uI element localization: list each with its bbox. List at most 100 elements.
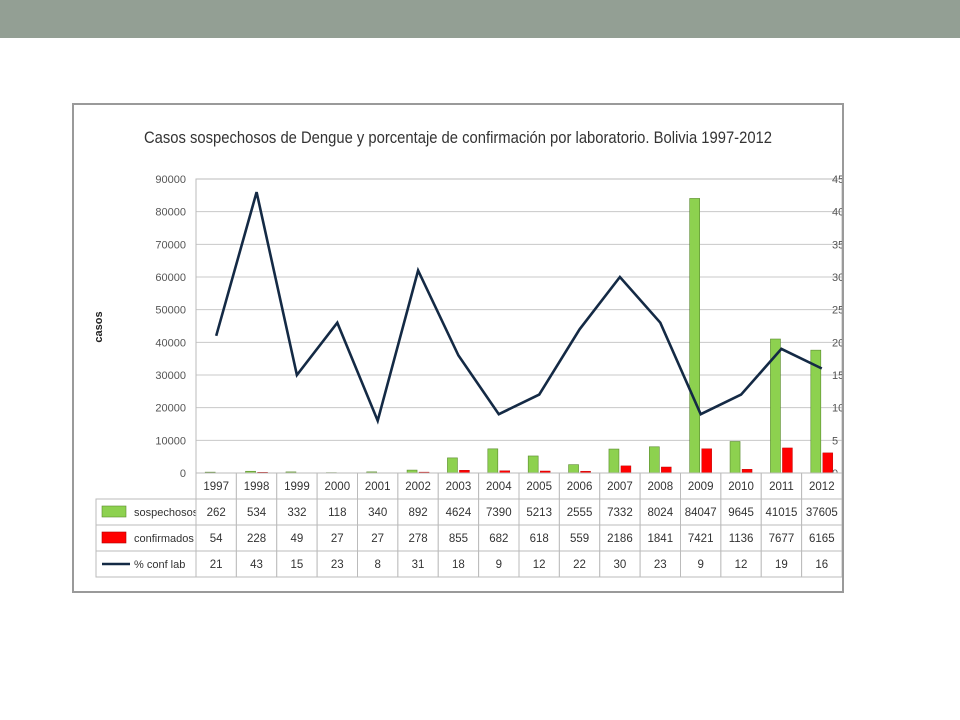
data-label: 9645 bbox=[728, 507, 754, 519]
x-tick-label: 2007 bbox=[607, 481, 633, 493]
table-header-cell bbox=[478, 472, 520, 500]
table-cell bbox=[599, 550, 641, 578]
chart: Casos sospechosos de Dengue y porcentaje… bbox=[93, 128, 844, 578]
legend-label: confirmados bbox=[134, 533, 194, 545]
data-label: 682 bbox=[489, 533, 508, 545]
plot-area bbox=[195, 178, 843, 474]
x-tick-label: 1997 bbox=[203, 481, 229, 493]
table-header-cell bbox=[316, 472, 358, 500]
data-label: 49 bbox=[291, 533, 304, 545]
data-label: 2186 bbox=[607, 533, 633, 545]
data-label: 27 bbox=[331, 533, 344, 545]
table-cell bbox=[478, 524, 520, 552]
data-label: 43 bbox=[250, 559, 263, 571]
table-cell bbox=[357, 524, 399, 552]
x-tick-label: 1998 bbox=[244, 481, 270, 493]
data-label: 21 bbox=[210, 559, 223, 571]
bar-confirmados bbox=[741, 469, 753, 474]
table-cell bbox=[235, 550, 278, 578]
legend-swatch bbox=[101, 531, 127, 544]
data-label: 340 bbox=[368, 507, 387, 519]
x-tick-label: 2011 bbox=[769, 481, 794, 493]
data-label: 15 bbox=[291, 559, 304, 571]
table-cell bbox=[437, 524, 480, 552]
x-tick-label: 2006 bbox=[567, 481, 593, 493]
x-tick-label: 2002 bbox=[405, 481, 431, 493]
data-label: 892 bbox=[408, 507, 427, 519]
data-label: 6165 bbox=[809, 533, 835, 545]
y-tick-label: 10000 bbox=[155, 435, 186, 447]
series-line-conf-lab bbox=[214, 191, 823, 425]
table-cell bbox=[357, 550, 399, 578]
bar-sospechosos bbox=[568, 464, 579, 474]
data-label: 54 bbox=[210, 533, 223, 545]
data-label: 41015 bbox=[765, 507, 797, 519]
data-label: 559 bbox=[570, 533, 589, 545]
data-label: 8 bbox=[374, 559, 380, 571]
table-cell bbox=[760, 498, 803, 526]
table-header-cell bbox=[195, 472, 237, 500]
table-header-cell bbox=[639, 472, 681, 500]
bar-confirmados bbox=[782, 447, 793, 474]
y-axis-label: casos bbox=[93, 311, 105, 342]
x-tick-label: 2001 bbox=[365, 481, 391, 493]
table-cell bbox=[478, 550, 520, 578]
table-header-cell bbox=[437, 472, 480, 500]
data-label: 1136 bbox=[729, 533, 754, 545]
data-label: 5213 bbox=[526, 507, 552, 519]
data-label: 4624 bbox=[446, 507, 472, 519]
data-label: 262 bbox=[207, 507, 226, 519]
table-cell bbox=[195, 524, 237, 552]
table-cell bbox=[760, 550, 803, 578]
data-label: 84047 bbox=[685, 507, 717, 519]
table-cell bbox=[316, 498, 358, 526]
y-tick-label: 20000 bbox=[155, 403, 186, 415]
table-header-cell bbox=[801, 472, 843, 500]
table-header-cell bbox=[720, 472, 762, 500]
data-label: 332 bbox=[287, 507, 306, 519]
y-tick-label: 40000 bbox=[155, 337, 186, 349]
y2-tick-label: 40 bbox=[832, 207, 842, 219]
table-cell bbox=[437, 550, 480, 578]
data-label: 12 bbox=[735, 559, 748, 571]
data-label: 23 bbox=[654, 559, 667, 571]
data-label: 278 bbox=[408, 533, 427, 545]
top-bar bbox=[0, 0, 960, 38]
y-tick-label: 60000 bbox=[155, 272, 186, 284]
x-tick-label: 2005 bbox=[526, 481, 552, 493]
data-label: 9 bbox=[697, 559, 703, 571]
bar-confirmados bbox=[620, 465, 632, 474]
table-cell bbox=[801, 524, 843, 552]
data-label: 7390 bbox=[486, 507, 512, 519]
table-cell bbox=[276, 550, 318, 578]
x-tick-label: 2004 bbox=[486, 481, 512, 493]
data-label: 16 bbox=[815, 559, 828, 571]
bar-sospechosos bbox=[608, 448, 620, 474]
bar-confirmados bbox=[661, 466, 672, 474]
data-label: 228 bbox=[247, 533, 266, 545]
table-cell bbox=[760, 524, 803, 552]
data-label: 7332 bbox=[607, 507, 633, 519]
table-cell bbox=[558, 550, 601, 578]
data-label: 7421 bbox=[688, 533, 714, 545]
x-tick-label: 2012 bbox=[809, 481, 835, 493]
table-cell bbox=[397, 550, 439, 578]
x-tick-label: 1999 bbox=[284, 481, 310, 493]
table-header-cell bbox=[357, 472, 399, 500]
bar-sospechosos bbox=[649, 446, 660, 474]
table-header-cell bbox=[276, 472, 318, 500]
y-tick-label: 70000 bbox=[155, 239, 186, 251]
bar-sospechosos bbox=[527, 455, 539, 474]
table-cell bbox=[397, 524, 439, 552]
table-header-cell bbox=[518, 472, 560, 500]
y2-tick-label: 30 bbox=[832, 272, 842, 284]
table-header-cell bbox=[397, 472, 439, 500]
data-label: 22 bbox=[573, 559, 586, 571]
data-label: 23 bbox=[331, 559, 344, 571]
table-cell bbox=[518, 550, 560, 578]
bar-confirmados bbox=[701, 448, 712, 474]
data-label: 118 bbox=[328, 507, 346, 519]
y2-tick-label: 10 bbox=[832, 403, 842, 415]
legend-swatch bbox=[101, 505, 127, 518]
y-tick-label: 80000 bbox=[155, 207, 186, 219]
